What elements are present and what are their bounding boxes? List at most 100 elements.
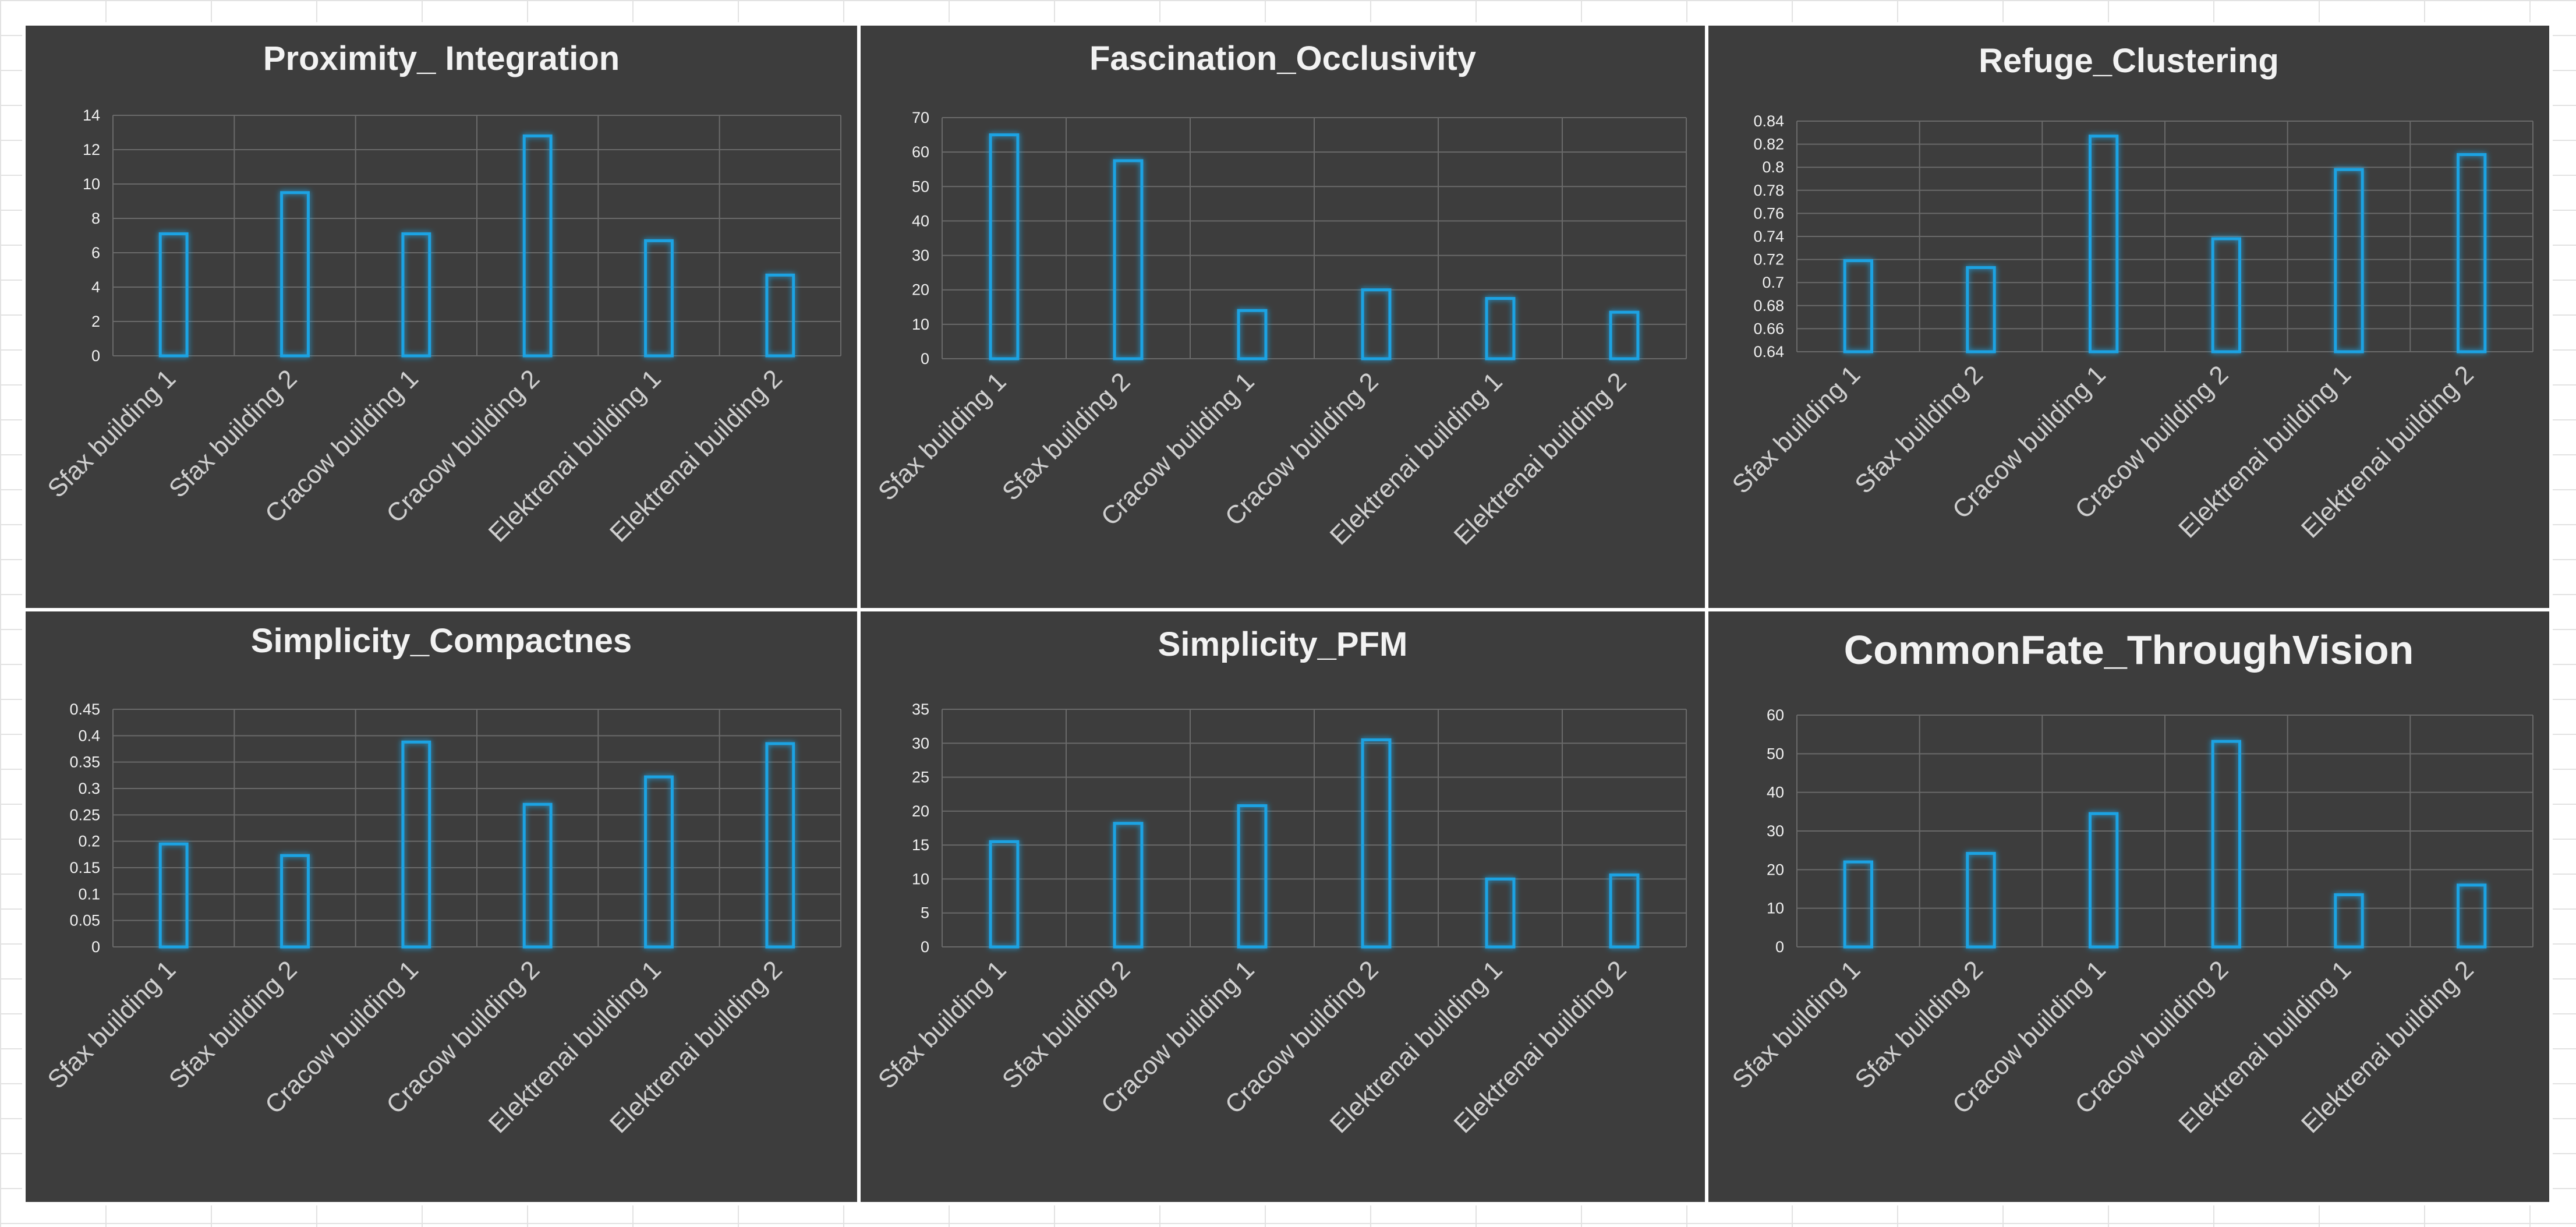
bar[interactable]: [765, 273, 795, 358]
chart-panel-commonfate-throughvision[interactable]: CommonFate_ThroughVision 0 10 20 30 40 50 60 Sfa…: [1705, 608, 2553, 1205]
category-label: Sfax building 1: [1727, 955, 1866, 1094]
y-tick-label: 0.35: [69, 754, 100, 771]
y-tick-label: 0.7: [1762, 274, 1784, 291]
bar[interactable]: [1113, 822, 1144, 949]
y-tick-label: 0.4: [78, 727, 100, 744]
bar[interactable]: [522, 802, 553, 949]
bar[interactable]: [2088, 135, 2119, 353]
y-tick-label: 0.2: [78, 833, 100, 850]
y-tick-label: 0: [91, 938, 100, 956]
y-tick-label: 0.82: [1753, 136, 1784, 153]
bar[interactable]: [2211, 740, 2242, 949]
bar[interactable]: [1609, 873, 1640, 949]
chart-svg: CommonFate_ThroughVision 0 10 20 30 40 50 60 Sfa…: [1727, 627, 2533, 1138]
category-label: Sfax building 2: [997, 367, 1136, 506]
y-tick-label: 70: [912, 109, 929, 126]
bar[interactable]: [644, 239, 674, 358]
chart-panel-fascination-occlusivity[interactable]: Fascination_Occlusivity 0 10 20 30 40 50 60 70 Sf…: [857, 22, 1708, 611]
y-tick-label: 12: [83, 141, 100, 158]
y-tick-label: 0.68: [1753, 297, 1784, 314]
bar[interactable]: [158, 232, 189, 358]
bar[interactable]: [2334, 893, 2364, 949]
category-label: Sfax building 2: [997, 955, 1136, 1094]
chart-title: Refuge_Clustering: [1979, 42, 2279, 80]
bar[interactable]: [2088, 812, 2119, 949]
chart-svg: Simplicity_Compactnes 0 0.05 0.1 0.15 0.2 0.25…: [42, 622, 841, 1138]
y-tick-label: 0: [1775, 938, 1784, 956]
y-tick-label: 0.84: [1753, 112, 1784, 130]
chart-svg: Simplicity_PFM 0 5 10 15 20 25 30 35 Sfax buildin…: [873, 625, 1687, 1138]
y-tick-label: 15: [912, 836, 929, 854]
y-tick-label: 20: [1767, 861, 1784, 878]
bar[interactable]: [2334, 168, 2364, 353]
y-tick-label: 0.25: [69, 806, 100, 823]
bar[interactable]: [1966, 266, 1996, 353]
category-label: Sfax building 2: [164, 364, 303, 503]
bar[interactable]: [1485, 877, 1516, 949]
bar[interactable]: [644, 775, 674, 949]
y-tick-label: 0.45: [69, 701, 100, 718]
chart-title: CommonFate_ThroughVision: [1844, 627, 2414, 673]
chart-panel-simplicity-compactnes[interactable]: Simplicity_Compactnes 0 0.05 0.1 0.15 0.2 0.25…: [22, 608, 861, 1205]
y-tick-label: 0.15: [69, 859, 100, 876]
bar[interactable]: [1113, 159, 1144, 360]
bar[interactable]: [401, 232, 431, 358]
bar[interactable]: [401, 740, 431, 949]
bar[interactable]: [280, 191, 310, 358]
bar[interactable]: [2456, 153, 2487, 353]
y-tick-label: 0.74: [1753, 228, 1784, 245]
y-tick-label: 0.64: [1753, 343, 1784, 360]
chart-title: Simplicity_PFM: [1158, 625, 1408, 663]
y-tick-label: 0: [921, 350, 929, 367]
bar[interactable]: [1361, 738, 1392, 949]
bar[interactable]: [765, 742, 795, 949]
y-tick-label: 20: [912, 281, 929, 299]
chart-svg: Proximity_ Integration 0 2 4 6 8 10 12 14 Sfax bu…: [42, 40, 841, 547]
bar[interactable]: [1843, 860, 1874, 949]
chart-panel-refuge-clustering[interactable]: Refuge_Clustering 0.64 0.66 0.68 0.7 0.72 0.74…: [1705, 22, 2553, 611]
bar[interactable]: [1966, 851, 1996, 949]
bar[interactable]: [1609, 310, 1640, 360]
y-tick-label: 2: [91, 313, 100, 330]
bar[interactable]: [2456, 883, 2487, 949]
bar[interactable]: [1237, 804, 1268, 949]
y-tick-label: 5: [921, 904, 929, 922]
chart-panel-proximity-integration[interactable]: Proximity_ Integration 0 2 4 6 8 10 12 14 Sfax bu…: [22, 22, 861, 611]
bar[interactable]: [1843, 259, 1874, 353]
chart-title: Simplicity_Compactnes: [251, 622, 632, 660]
category-label: Sfax building 1: [42, 364, 181, 503]
y-tick-label: 0.05: [69, 912, 100, 929]
bar[interactable]: [280, 854, 310, 949]
y-tick-label: 0.1: [78, 885, 100, 903]
y-tick-label: 0.3: [78, 780, 100, 797]
y-tick-label: 50: [1767, 745, 1784, 762]
bar[interactable]: [158, 842, 189, 949]
category-label: Sfax building 1: [873, 367, 1012, 506]
chart-panel-simplicity-pfm[interactable]: Simplicity_PFM 0 5 10 15 20 25 30 35 Sfax buildin…: [857, 608, 1708, 1205]
y-tick-label: 10: [83, 175, 100, 193]
chart-svg: Fascination_Occlusivity 0 10 20 30 40 50 60 70 Sf…: [873, 40, 1687, 550]
y-tick-label: 14: [83, 107, 100, 124]
y-tick-label: 20: [912, 802, 929, 820]
y-tick-label: 10: [1767, 900, 1784, 917]
y-tick-label: 0.66: [1753, 320, 1784, 337]
bar[interactable]: [2211, 237, 2242, 353]
y-tick-label: 30: [1767, 822, 1784, 840]
y-tick-label: 0.78: [1753, 182, 1784, 199]
y-tick-label: 8: [91, 210, 100, 227]
bar[interactable]: [1485, 297, 1516, 360]
bar[interactable]: [1237, 309, 1268, 360]
y-tick-label: 40: [1767, 784, 1784, 801]
y-tick-label: 35: [912, 701, 929, 718]
bar[interactable]: [989, 133, 1020, 360]
y-tick-label: 60: [912, 143, 929, 161]
chart-svg: Refuge_Clustering 0.64 0.66 0.68 0.7 0.72 0.74…: [1727, 42, 2533, 543]
bar[interactable]: [989, 840, 1020, 949]
bar[interactable]: [522, 134, 553, 358]
category-label: Sfax building 2: [1849, 360, 1988, 499]
category-label: Sfax building 1: [1727, 360, 1866, 499]
bar[interactable]: [1361, 288, 1392, 360]
y-tick-label: 60: [1767, 706, 1784, 724]
category-label: Sfax building 1: [42, 955, 181, 1094]
y-tick-label: 25: [912, 769, 929, 786]
